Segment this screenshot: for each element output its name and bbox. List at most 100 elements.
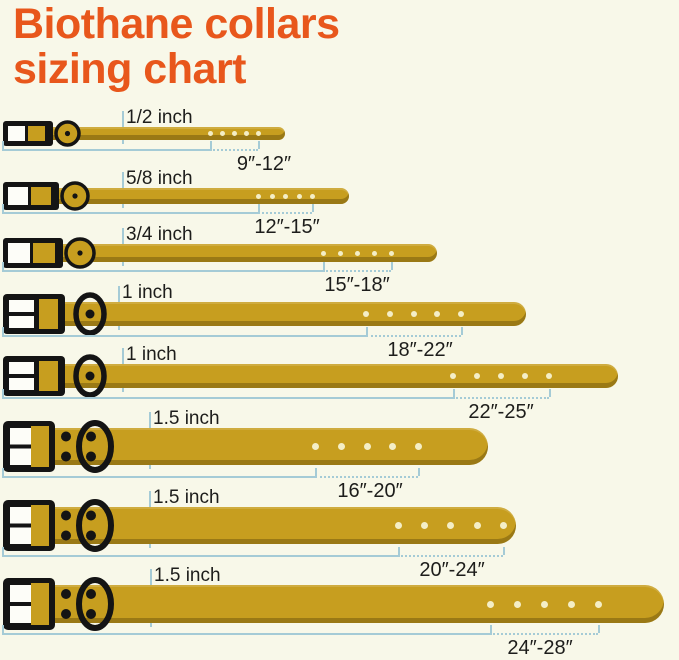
collar-strap xyxy=(14,507,516,544)
collar-hole xyxy=(394,522,402,529)
buckle-icon xyxy=(0,499,120,552)
measure-tick-end xyxy=(549,389,551,397)
collar-hole xyxy=(231,131,237,136)
buckle-icon xyxy=(0,420,120,473)
collar-hole xyxy=(255,131,261,136)
collar-hole xyxy=(282,193,288,199)
measure-line-solid xyxy=(2,555,398,557)
measure-line-solid xyxy=(2,335,366,337)
collar-hole xyxy=(255,193,261,199)
size-range-label: 22″-25″ xyxy=(468,401,534,423)
collar-strap xyxy=(14,127,285,140)
collar-hole xyxy=(594,600,602,608)
measure-line-dotted xyxy=(366,335,461,337)
width-label: 1.5 inch xyxy=(153,487,220,508)
buckle-icon xyxy=(0,354,120,398)
buckle-graphic xyxy=(3,292,107,336)
measure-line-solid xyxy=(2,397,453,399)
size-range-label: 18″-22″ xyxy=(387,339,453,361)
collar-hole xyxy=(309,193,315,199)
width-label: 1 inch xyxy=(126,344,177,365)
measure-line-dotted xyxy=(210,149,258,151)
size-range-label: 16″-20″ xyxy=(337,480,403,502)
collar-hole xyxy=(420,522,428,529)
measure-tick-start xyxy=(315,468,317,476)
measure-tick-start xyxy=(398,547,400,555)
size-range-label: 20″-24″ xyxy=(419,559,485,581)
size-range-label: 24″-28″ xyxy=(507,637,573,659)
collar-hole xyxy=(337,250,343,256)
buckle-graphic xyxy=(3,354,107,398)
collar-hole xyxy=(207,131,213,136)
buckle-graphic xyxy=(3,420,114,473)
measure-line-dotted xyxy=(453,397,549,399)
collar-hole xyxy=(388,443,396,450)
collar-strap xyxy=(14,244,437,262)
buckle-icon xyxy=(0,577,120,631)
collar-hole xyxy=(411,311,417,317)
collar-hole xyxy=(311,443,319,450)
buckle-graphic xyxy=(3,237,96,269)
measure-tick-left xyxy=(2,327,4,335)
collar-strap xyxy=(14,302,526,326)
buckle-icon xyxy=(0,292,120,336)
buckle-graphic xyxy=(3,499,114,552)
width-label: 1.5 inch xyxy=(153,408,220,429)
collar-hole xyxy=(296,193,302,199)
collar-hole xyxy=(486,600,494,608)
collar-hole xyxy=(337,443,345,450)
measure-line-solid xyxy=(2,212,258,214)
collar-hole xyxy=(269,193,275,199)
title-line-2: sizing chart xyxy=(13,45,246,93)
measure-line-dotted xyxy=(323,270,391,272)
measure-line-solid xyxy=(2,149,210,151)
collar-hole xyxy=(546,373,552,379)
measure-line-solid xyxy=(2,270,323,272)
measure-line-dotted xyxy=(398,555,503,557)
measure-tick-end xyxy=(391,262,393,270)
collar-hole xyxy=(522,373,528,379)
collar-strap xyxy=(14,364,618,388)
size-range-label: 12″-15″ xyxy=(254,216,320,238)
width-label: 1 inch xyxy=(122,282,173,303)
measure-tick-end xyxy=(503,547,505,555)
collar-hole xyxy=(458,311,464,317)
measure-tick-start xyxy=(453,389,455,397)
title-line-1: Biothane collars xyxy=(13,0,340,48)
measure-tick-left xyxy=(2,389,4,397)
collar-hole xyxy=(414,443,422,450)
measure-tick-left xyxy=(2,141,4,149)
width-label: 1/2 inch xyxy=(126,107,193,128)
measure-tick-left xyxy=(2,204,4,212)
width-label: 3/4 inch xyxy=(126,224,193,245)
measure-tick-start xyxy=(366,327,368,335)
measure-line-dotted xyxy=(315,476,418,478)
buckle-icon xyxy=(0,181,120,211)
collar-strap xyxy=(14,188,349,204)
collar-hole xyxy=(567,600,575,608)
collar-hole xyxy=(363,443,371,450)
buckle-graphic xyxy=(3,181,90,211)
measure-tick-end xyxy=(312,204,314,212)
collar-hole xyxy=(498,373,504,379)
collar-hole xyxy=(513,600,521,608)
width-label: 5/8 inch xyxy=(126,168,193,189)
collar-hole xyxy=(363,311,369,317)
measure-tick-left xyxy=(2,262,4,270)
collar-hole xyxy=(540,600,548,608)
collar-hole xyxy=(499,522,507,529)
collar-hole xyxy=(354,250,360,256)
measure-line-solid xyxy=(2,633,490,635)
collar-strap xyxy=(14,585,664,623)
buckle-icon xyxy=(0,120,120,147)
collar-hole xyxy=(474,373,480,379)
measure-tick-start xyxy=(490,625,492,633)
